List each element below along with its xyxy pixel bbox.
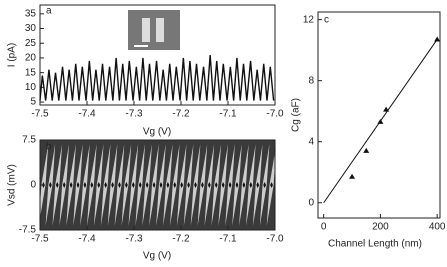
x-tick-label: -7.3: [125, 234, 143, 245]
diamond: [48, 182, 52, 188]
panel-label: a: [46, 6, 52, 17]
x-axis-label: Vg (V): [143, 251, 171, 262]
diamond: [83, 182, 87, 188]
y-tick-label: 30: [25, 23, 37, 34]
inset-electrode: [156, 18, 164, 42]
data-point: [363, 147, 370, 153]
diamond: [263, 182, 267, 188]
x-tick-label: -7.2: [172, 234, 190, 245]
diamond: [111, 182, 114, 188]
panel-label: b: [46, 142, 52, 153]
diamond: [173, 182, 177, 188]
diamond: [270, 182, 273, 188]
x-tick-label: 200: [372, 222, 389, 233]
inset-image: [128, 10, 180, 50]
diamond: [131, 182, 135, 188]
diamond: [256, 182, 260, 188]
plot-frame: [39, 4, 276, 106]
y-tick-label: 5: [30, 97, 36, 108]
diamond: [201, 182, 204, 188]
inset-electrode: [142, 18, 150, 42]
y-tick-label: 10: [25, 82, 37, 93]
diamond: [249, 182, 253, 188]
data-point: [349, 173, 356, 179]
diamond: [194, 182, 197, 188]
y-tick-label: 35: [25, 8, 37, 19]
diamond: [76, 182, 80, 188]
y-tick-label: 0: [30, 180, 36, 191]
diamond: [180, 182, 184, 188]
map-pattern: [38, 144, 277, 226]
x-axis-label: Channel Length (nm): [328, 239, 422, 250]
diamond: [166, 182, 170, 188]
diamond: [90, 182, 94, 188]
y-tick-label: 25: [25, 38, 37, 49]
diamond: [104, 182, 108, 188]
y-tick-label: 8: [308, 75, 314, 86]
diamond: [214, 182, 218, 188]
data-point: [434, 36, 441, 42]
x-tick-label: -7.0: [266, 109, 284, 120]
x-tick-label: -7.1: [219, 109, 237, 120]
x-tick-label: 400: [429, 222, 446, 233]
x-tick-label: -7.3: [125, 109, 143, 120]
diamond: [159, 182, 163, 188]
y-axis-label: Vsd (mV): [7, 164, 18, 206]
panel-label: c: [324, 15, 329, 26]
diamond: [62, 182, 66, 188]
data-line: [39, 54, 275, 101]
x-tick-label: -7.4: [78, 234, 96, 245]
x-tick-label: 0: [321, 222, 327, 233]
diamond: [221, 182, 225, 188]
plot-frame: [317, 11, 441, 219]
y-axis-label: I (pA): [7, 43, 18, 67]
x-tick-label: -7.2: [172, 109, 190, 120]
x-tick-label: -7.4: [78, 109, 96, 120]
y-tick-label: 0: [308, 197, 314, 208]
y-tick-label: 12: [303, 14, 315, 25]
y-tick-label: 7.5: [22, 135, 36, 146]
y-axis-label: Cg (aF): [291, 98, 302, 132]
diamond: [55, 182, 59, 188]
data-point: [383, 106, 390, 112]
x-axis-label: Vg (V): [143, 127, 171, 138]
y-tick-label: 20: [25, 53, 37, 64]
diamond: [125, 182, 128, 188]
diamond: [242, 182, 246, 188]
data-point: [377, 118, 384, 124]
diamond: [97, 182, 101, 188]
x-tick-label: -7.0: [266, 234, 284, 245]
diamond: [138, 182, 142, 188]
x-tick-label: -7.5: [31, 234, 49, 245]
diamond: [118, 182, 121, 188]
diamond: [69, 182, 73, 188]
diamond: [187, 182, 190, 188]
diamond: [152, 182, 156, 188]
diamond: [145, 182, 149, 188]
diamond: [235, 182, 239, 188]
diamond: [228, 182, 232, 188]
y-tick-label: 4: [308, 136, 314, 147]
x-tick-label: -7.5: [31, 109, 49, 120]
y-tick-label: 15: [25, 67, 37, 78]
diamond: [207, 182, 211, 188]
y-tick-label: -7.5: [19, 225, 37, 236]
x-tick-label: -7.1: [219, 234, 237, 245]
